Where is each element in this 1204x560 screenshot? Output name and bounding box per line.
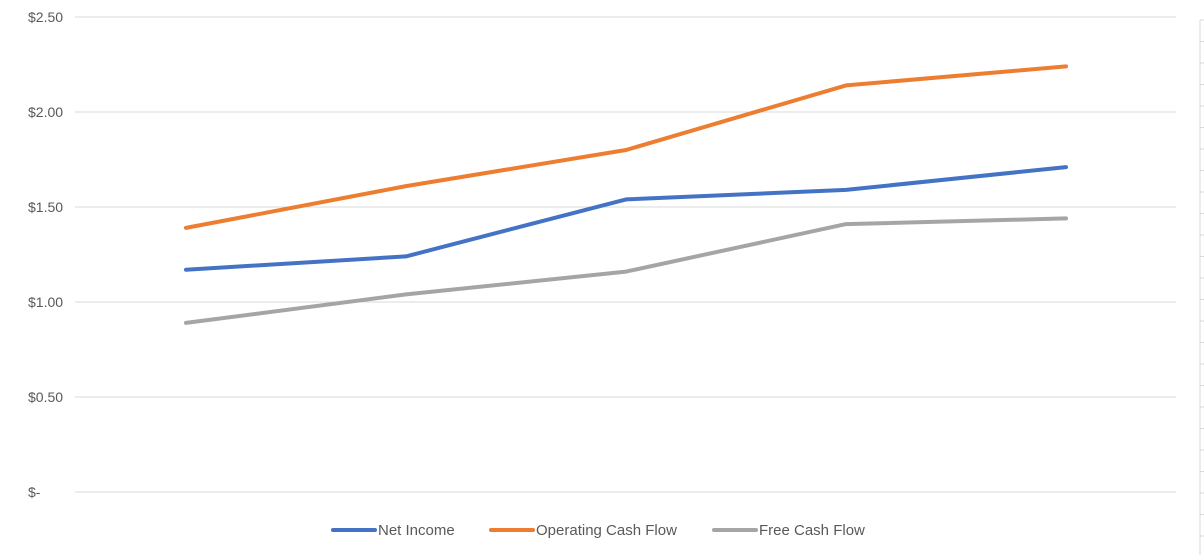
series-line-operating-cash-flow — [184, 64, 1068, 230]
series-line-free-cash-flow — [184, 216, 1068, 325]
y-axis-tick-labels: $2.50 $2.00 $1.50 $1.00 $0.50 $- — [28, 9, 63, 500]
legend-label: Free Cash Flow — [759, 522, 865, 539]
gridlines — [75, 16, 1176, 493]
series-lines — [184, 64, 1068, 325]
legend-item-operating-cash-flow: Operating Cash Flow — [489, 522, 677, 539]
legend-item-free-cash-flow: Free Cash Flow — [712, 522, 865, 539]
y-tick-label: $- — [28, 484, 41, 500]
y-tick-label: $2.50 — [28, 9, 63, 25]
y-tick-label: $1.50 — [28, 199, 63, 215]
legend-label: Operating Cash Flow — [536, 522, 677, 539]
legend-label: Net Income — [378, 522, 455, 539]
series-line-net-income — [184, 165, 1068, 272]
legend-item-net-income: Net Income — [331, 522, 455, 539]
y-tick-label: $0.50 — [28, 389, 63, 405]
right-edge-ticks — [1199, 19, 1204, 555]
legend: Net Income Operating Cash Flow Free Cash F… — [331, 522, 865, 539]
y-tick-label: $1.00 — [28, 294, 63, 310]
y-tick-label: $2.00 — [28, 104, 63, 120]
